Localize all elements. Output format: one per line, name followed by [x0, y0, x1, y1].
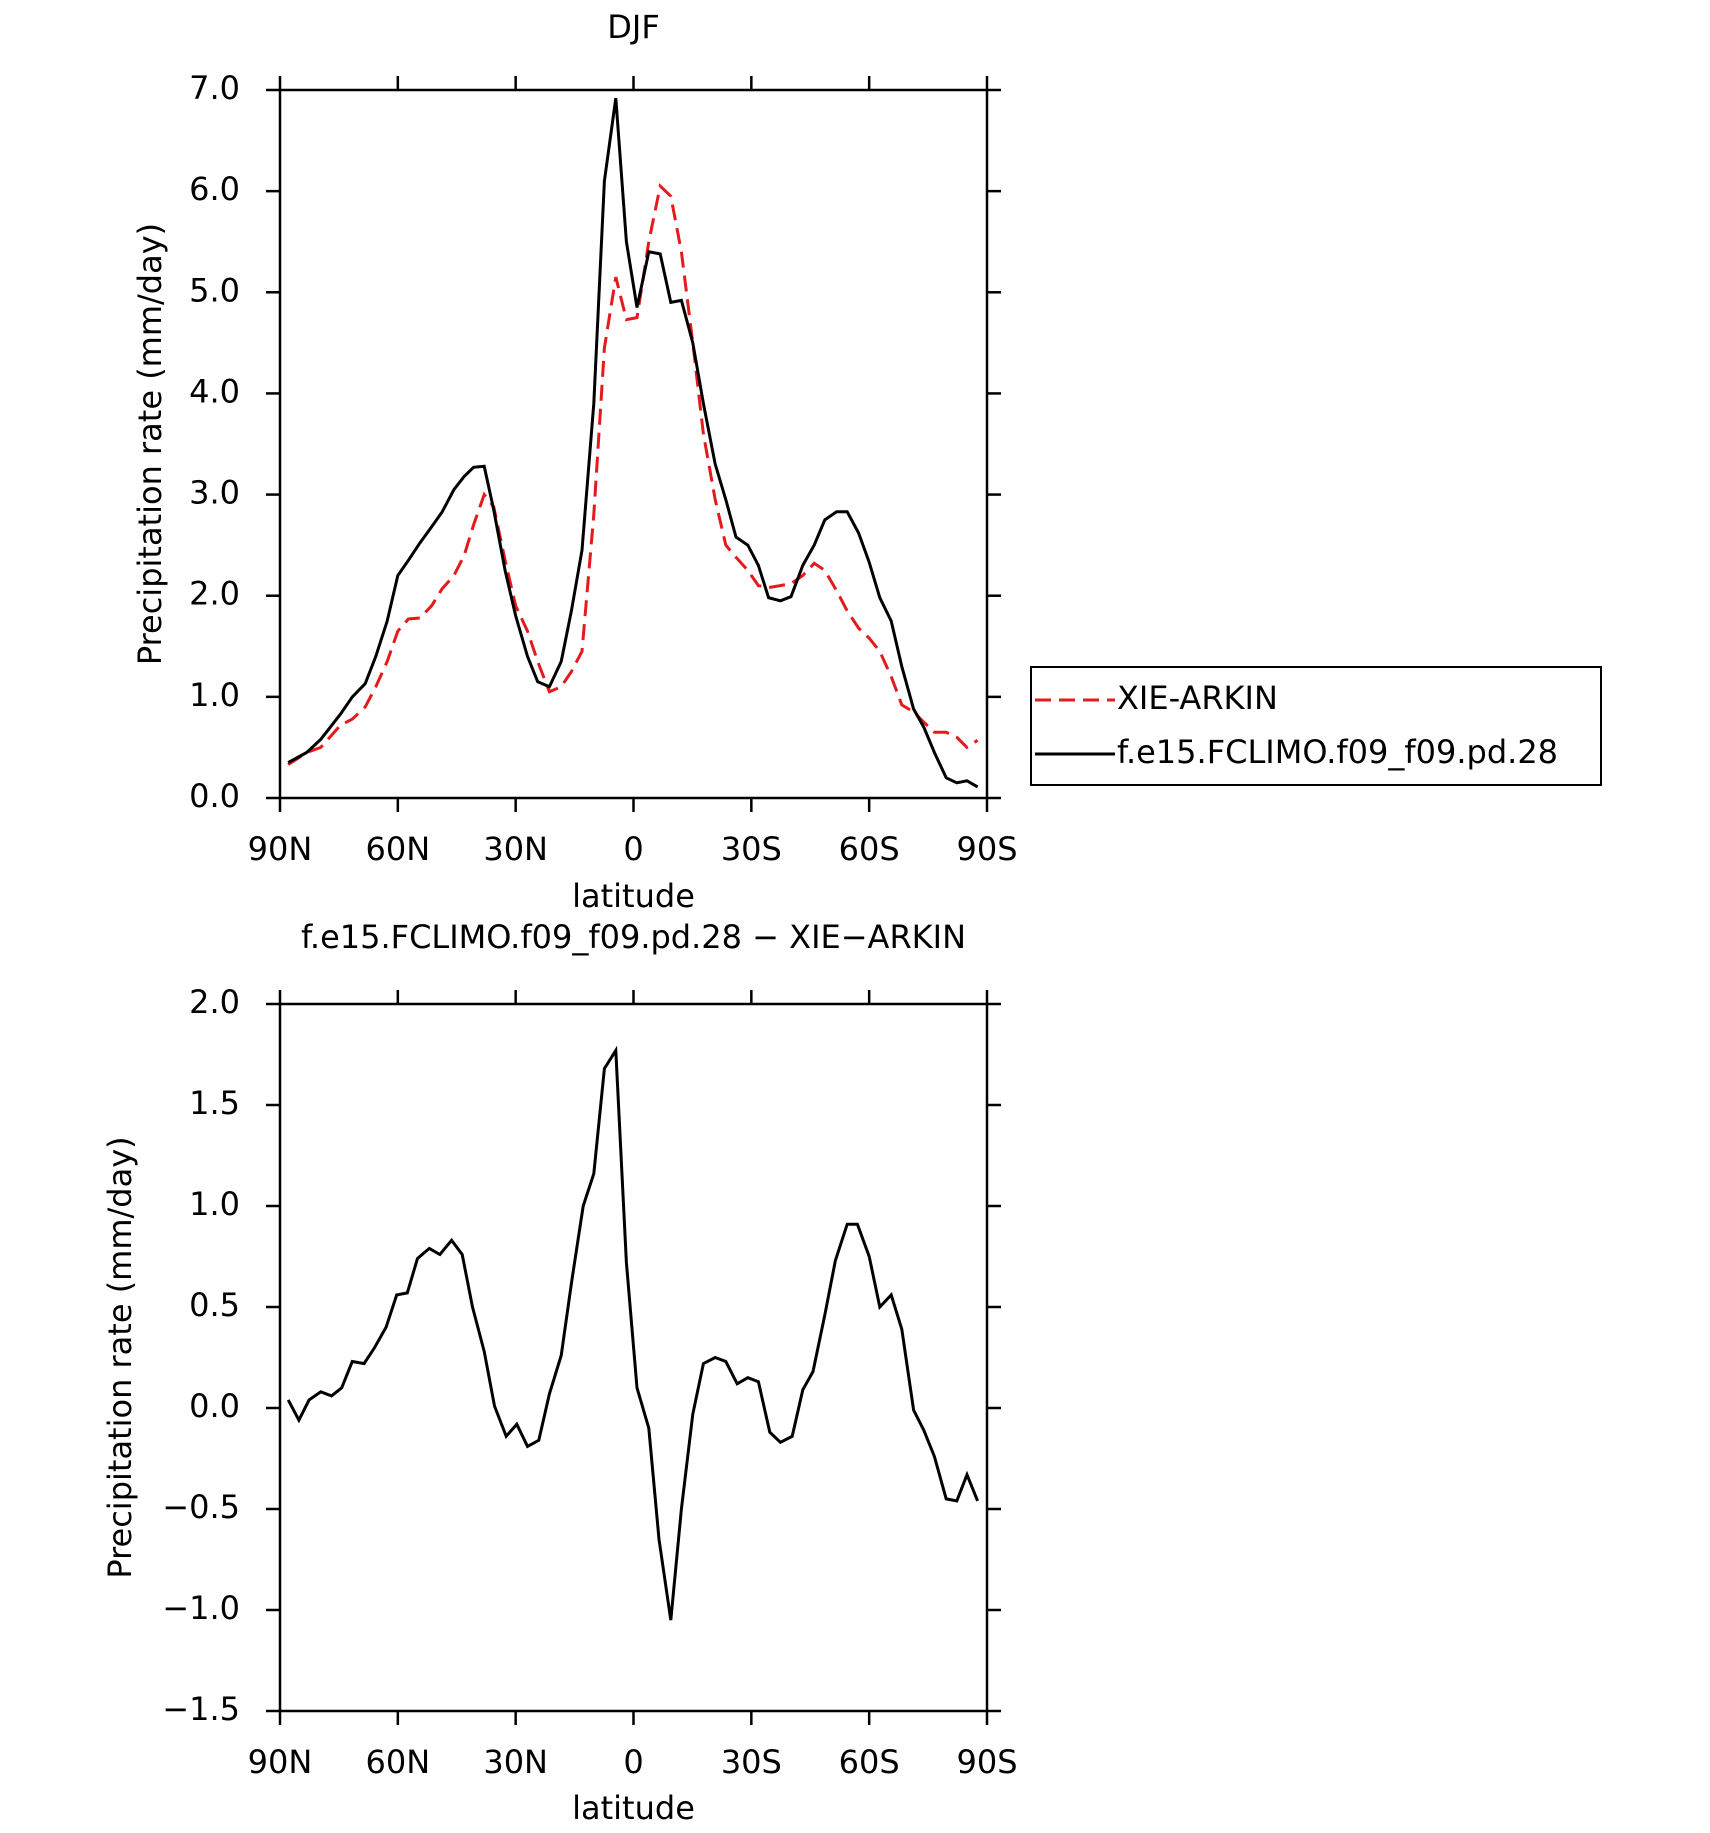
y-tick-label: 0.5 — [189, 1286, 240, 1324]
x-tick-label: 0 — [623, 830, 643, 868]
y-axis-label: Precipitation rate (mm/day) — [101, 1136, 139, 1578]
legend-label: XIE-ARKIN — [1117, 679, 1278, 717]
x-tick-label: 90S — [956, 830, 1017, 868]
y-tick-label: 1.0 — [189, 1185, 240, 1223]
y-axis-label: Precipitation rate (mm/day) — [131, 223, 169, 665]
x-tick-label: 60S — [839, 1743, 900, 1781]
x-tick-label: 30N — [483, 830, 548, 868]
y-tick-label: 1.5 — [189, 1084, 240, 1122]
chart-title: f.e15.FCLIMO.f09_f09.pd.28 − XIE−ARKIN — [301, 918, 966, 956]
x-tick-label: 0 — [623, 1743, 643, 1781]
chart-title: DJF — [607, 8, 659, 46]
y-tick-label: 1.0 — [189, 676, 240, 714]
y-tick-label: 0.0 — [189, 777, 240, 815]
y-tick-label: 2.0 — [189, 575, 240, 613]
x-tick-label: 90S — [956, 1743, 1017, 1781]
x-tick-label: 60N — [366, 830, 431, 868]
x-tick-label: 30N — [483, 1743, 548, 1781]
plot-frame — [278, 1002, 989, 1713]
x-tick-label: 60S — [839, 830, 900, 868]
x-tick-label: 90N — [248, 830, 313, 868]
x-tick-label: 30S — [721, 830, 782, 868]
x-tick-label: 90N — [248, 1743, 313, 1781]
x-tick-label: 60N — [366, 1743, 431, 1781]
y-tick-label: 5.0 — [189, 271, 240, 309]
y-tick-label: −0.5 — [162, 1488, 240, 1526]
x-tick-label: 30S — [721, 1743, 782, 1781]
legend-box — [1030, 666, 1602, 786]
y-tick-label: 0.0 — [189, 1387, 240, 1425]
y-tick-label: 7.0 — [189, 69, 240, 107]
data-line — [286, 1045, 979, 1621]
x-axis-label: latitude — [572, 1789, 695, 1827]
plot-frame — [278, 88, 989, 800]
data-line — [287, 97, 979, 789]
y-tick-label: 4.0 — [189, 372, 240, 410]
y-tick-label: −1.5 — [162, 1690, 240, 1728]
y-tick-label: 2.0 — [189, 983, 240, 1021]
y-tick-label: −1.0 — [162, 1589, 240, 1627]
legend-label: f.e15.FCLIMO.f09_f09.pd.28 — [1117, 733, 1558, 771]
y-tick-label: 3.0 — [189, 474, 240, 512]
x-axis-label: latitude — [572, 877, 695, 915]
y-tick-label: 6.0 — [189, 170, 240, 208]
